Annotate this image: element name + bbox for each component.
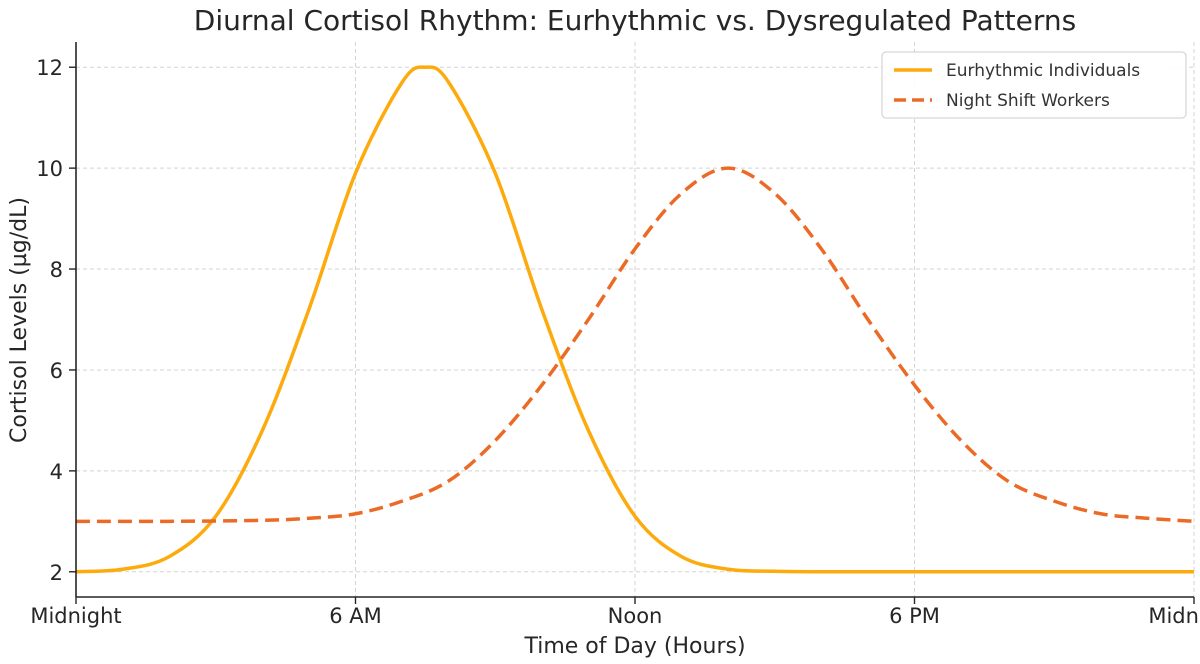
y-tick-label: 4 [50, 460, 63, 484]
x-tick-label: Midnight [1148, 604, 1200, 628]
chart-title: Diurnal Cortisol Rhythm: Eurhythmic vs. … [194, 4, 1076, 37]
x-tick-label: 6 AM [329, 604, 382, 628]
tick-labels: Midnight 6 AM Noon 6 PM Midnight 2 4 6 8 10 12 [30, 56, 1200, 628]
y-tick-label: 10 [36, 157, 63, 181]
series-line-night-shift [75, 166, 1195, 524]
y-axis-label: Cortisol Levels (µg/dL) [7, 197, 32, 443]
legend: Eurhythmic Individuals Night Shift Worke… [881, 51, 1187, 119]
y-tick-label: 6 [50, 359, 63, 383]
x-tick-label: 6 PM [889, 604, 940, 628]
x-tick-label: Midnight [30, 604, 121, 628]
legend-box [881, 51, 1187, 119]
series-line-eurhythmic [75, 65, 1194, 574]
x-tick-label: Noon [608, 604, 663, 628]
legend-label-night-shift: Night Shift Workers [946, 91, 1110, 111]
y-tick-label: 8 [50, 258, 63, 282]
y-tick-label: 12 [36, 56, 63, 80]
legend-label-eurhythmic: Eurhythmic Individuals [946, 61, 1140, 81]
y-tick-label: 2 [50, 561, 63, 585]
series-lines [75, 65, 1195, 574]
x-axis-label: Time of Day (Hours) [523, 634, 745, 659]
